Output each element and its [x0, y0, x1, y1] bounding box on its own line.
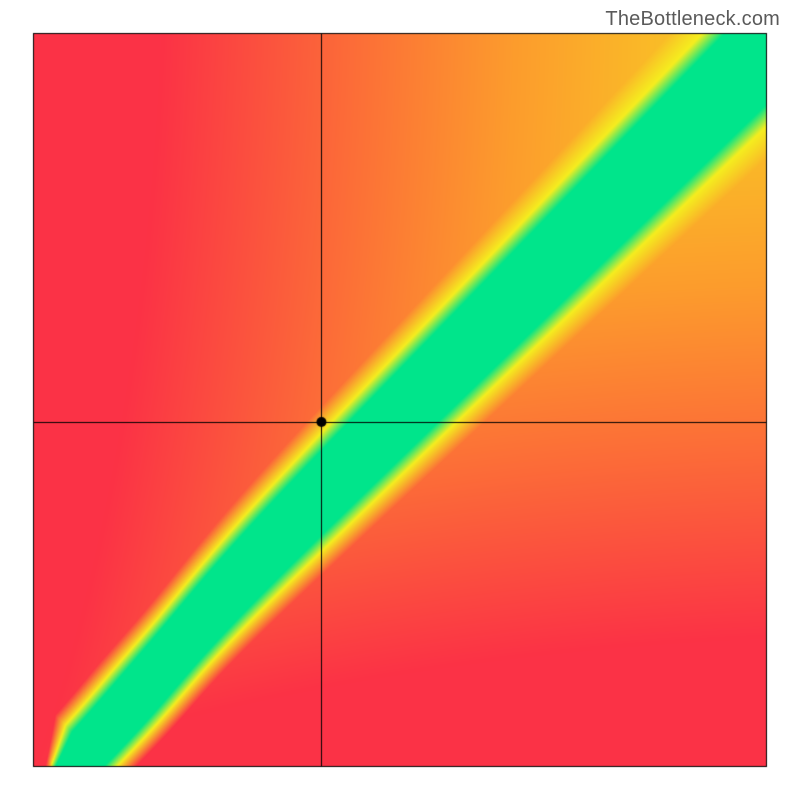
- watermark-text: TheBottleneck.com: [605, 8, 780, 31]
- heatmap-canvas: [0, 0, 800, 800]
- chart-container: { "canvas": { "width": 800, "height": 80…: [0, 0, 800, 800]
